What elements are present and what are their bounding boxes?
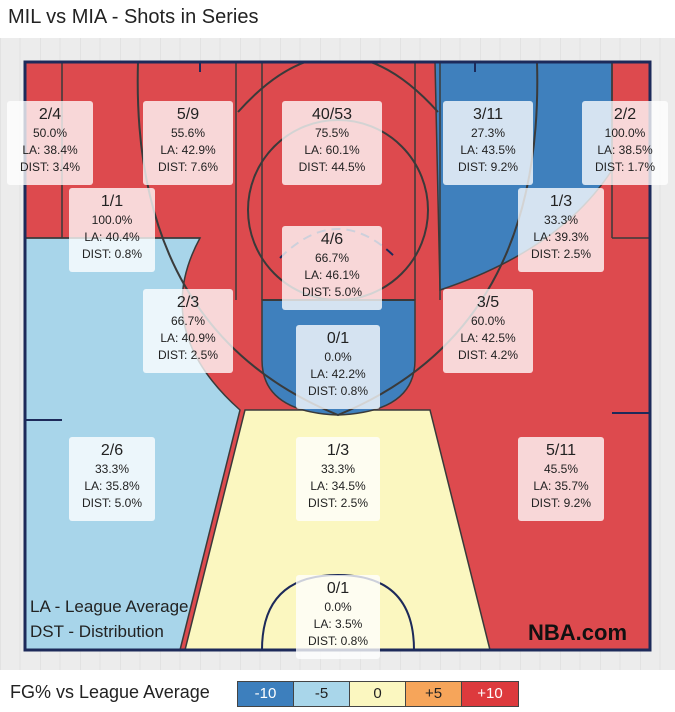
zone-distribution: DIST: 2.5% [307, 496, 369, 510]
zone-fg-pct: 33.3% [543, 213, 579, 227]
scale-title: FG% vs League Average [10, 682, 210, 702]
zone-fg-pct: 33.3% [320, 462, 356, 476]
zone-made-attempts: 5/9 [176, 106, 200, 123]
zone-league-avg: LA: 35.7% [533, 479, 589, 493]
zone-stat-box: 1/3 33.3% LA: 39.3% DIST: 2.5% [518, 188, 604, 272]
zone-distribution: DIST: 5.0% [301, 285, 363, 299]
zone-stat-box: 5/9 55.6% LA: 42.9% DIST: 7.6% [143, 101, 233, 185]
scale-swatch: +10 [462, 682, 518, 706]
zone-fg-pct: 0.0% [324, 600, 352, 614]
zone-fg-pct: 0.0% [324, 350, 352, 364]
zone-stat-box: 5/11 45.5% LA: 35.7% DIST: 9.2% [518, 437, 604, 521]
zone-made-attempts: 2/2 [613, 106, 637, 123]
zone-stat-box: 2/2 100.0% LA: 38.5% DIST: 1.7% [582, 101, 668, 185]
zone-stat-box: 3/11 27.3% LA: 43.5% DIST: 9.2% [443, 101, 533, 185]
zone-league-avg: LA: 35.8% [84, 479, 140, 493]
color-scale: -10 -5 0 +5 +10 [237, 681, 519, 707]
zone-league-avg: LA: 46.1% [304, 268, 360, 282]
zone-made-attempts: 4/6 [320, 231, 344, 248]
zone-stat-box: 0/1 0.0% LA: 42.2% DIST: 0.8% [296, 325, 380, 409]
zone-fg-pct: 100.0% [91, 213, 133, 227]
zone-distribution: DIST: 4.2% [457, 348, 519, 362]
scale-swatch: +5 [406, 682, 462, 706]
legend-notes: LA - League Average DST - Distribution [30, 594, 189, 644]
zone-fg-pct: 60.0% [470, 314, 506, 328]
scale-swatch: -5 [294, 682, 350, 706]
zone-distribution: DIST: 44.5% [298, 160, 366, 174]
zone-league-avg: LA: 38.5% [597, 143, 653, 157]
zone-league-avg: LA: 43.5% [460, 143, 516, 157]
zone-distribution: DIST: 0.8% [81, 247, 143, 261]
zone-stat-box: 1/1 100.0% LA: 40.4% DIST: 0.8% [69, 188, 155, 272]
zone-made-attempts: 1/1 [100, 193, 124, 210]
zone-made-attempts: 1/3 [549, 193, 573, 210]
scale-swatch: -10 [238, 682, 294, 706]
zone-made-attempts: 0/1 [326, 330, 350, 347]
zone-league-avg: LA: 42.9% [160, 143, 216, 157]
zone-league-avg: LA: 3.5% [313, 617, 363, 631]
zone-league-avg: LA: 40.4% [84, 230, 140, 244]
zone-made-attempts: 0/1 [326, 580, 350, 597]
zone-fg-pct: 66.7% [170, 314, 206, 328]
zone-fg-pct: 100.0% [604, 126, 646, 140]
zone-made-attempts: 1/3 [326, 442, 350, 459]
zone-league-avg: LA: 39.3% [533, 230, 589, 244]
chart-title: MIL vs MIA - Shots in Series [8, 6, 259, 28]
zone-league-avg: LA: 34.5% [310, 479, 366, 493]
zone-stat-box: 2/6 33.3% LA: 35.8% DIST: 5.0% [69, 437, 155, 521]
zone-league-avg: LA: 38.4% [22, 143, 78, 157]
zone-stat-box: 3/5 60.0% LA: 42.5% DIST: 4.2% [443, 289, 533, 373]
zone-fg-pct: 55.6% [170, 126, 206, 140]
zone-fg-pct: 45.5% [543, 462, 579, 476]
note-dst: DST - Distribution [30, 622, 164, 641]
zone-made-attempts: 3/5 [476, 294, 500, 311]
zone-distribution: DIST: 0.8% [307, 384, 369, 398]
zone-made-attempts: 2/3 [176, 294, 200, 311]
zone-made-attempts: 5/11 [546, 442, 576, 459]
zone-made-attempts: 40/53 [311, 106, 353, 123]
zone-fg-pct: 50.0% [32, 126, 68, 140]
note-la: LA - League Average [30, 597, 189, 616]
zone-league-avg: LA: 42.2% [310, 367, 366, 381]
zone-distribution: DIST: 2.5% [157, 348, 219, 362]
zone-distribution: DIST: 9.2% [530, 496, 592, 510]
zone-distribution: DIST: 1.7% [594, 160, 656, 174]
zone-stat-box: 0/1 0.0% LA: 3.5% DIST: 0.8% [296, 575, 380, 659]
zone-distribution: DIST: 9.2% [457, 160, 519, 174]
nba-logo-text: NBA.com [528, 620, 628, 645]
zone-distribution: DIST: 7.6% [157, 160, 219, 174]
zone-fg-pct: 66.7% [314, 251, 350, 265]
zone-stat-box: 2/3 66.7% LA: 40.9% DIST: 2.5% [143, 289, 233, 373]
zone-league-avg: LA: 40.9% [160, 331, 216, 345]
zone-made-attempts: 3/11 [473, 106, 503, 123]
zone-distribution: DIST: 5.0% [81, 496, 143, 510]
zone-made-attempts: 2/6 [100, 442, 124, 459]
zone-distribution: DIST: 0.8% [307, 634, 369, 648]
zone-stat-box: 4/6 66.7% LA: 46.1% DIST: 5.0% [282, 226, 382, 310]
zone-league-avg: LA: 42.5% [460, 331, 516, 345]
zone-fg-pct: 75.5% [314, 126, 350, 140]
zone-made-attempts: 2/4 [38, 106, 62, 123]
zone-stat-box: 2/4 50.0% LA: 38.4% DIST: 3.4% [7, 101, 93, 185]
zone-fg-pct: 27.3% [470, 126, 506, 140]
zone-distribution: DIST: 2.5% [530, 247, 592, 261]
zone-league-avg: LA: 60.1% [304, 143, 360, 157]
zone-stat-box: 40/53 75.5% LA: 60.1% DIST: 44.5% [282, 101, 382, 185]
zone-stat-box: 1/3 33.3% LA: 34.5% DIST: 2.5% [296, 437, 380, 521]
zone-fg-pct: 33.3% [94, 462, 130, 476]
zone-distribution: DIST: 3.4% [19, 160, 81, 174]
scale-swatch: 0 [350, 682, 406, 706]
